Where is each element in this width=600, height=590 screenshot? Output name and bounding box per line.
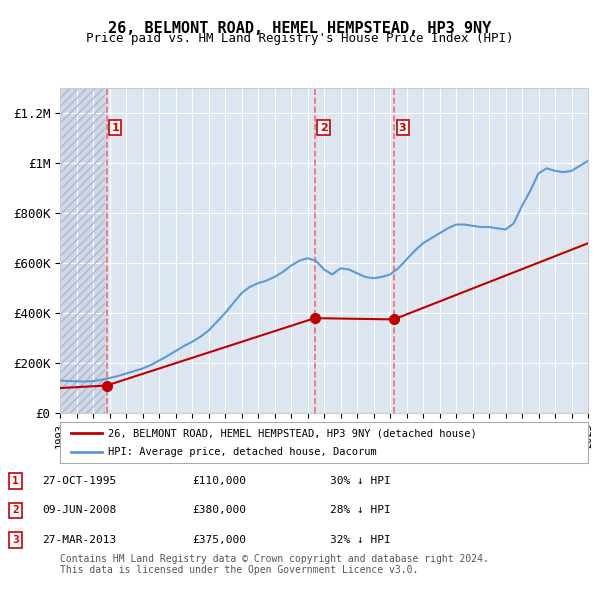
Text: Price paid vs. HM Land Registry's House Price Index (HPI): Price paid vs. HM Land Registry's House … [86, 32, 514, 45]
Text: 2: 2 [320, 123, 328, 133]
Text: 3: 3 [399, 123, 406, 133]
Text: 27-MAR-2013: 27-MAR-2013 [42, 535, 116, 545]
Text: 32% ↓ HPI: 32% ↓ HPI [330, 535, 391, 545]
Text: 26, BELMONT ROAD, HEMEL HEMPSTEAD, HP3 9NY: 26, BELMONT ROAD, HEMEL HEMPSTEAD, HP3 9… [109, 21, 491, 35]
Text: 09-JUN-2008: 09-JUN-2008 [42, 506, 116, 515]
Text: 1: 1 [12, 476, 19, 486]
Text: Contains HM Land Registry data © Crown copyright and database right 2024.
This d: Contains HM Land Registry data © Crown c… [60, 553, 489, 575]
Text: 27-OCT-1995: 27-OCT-1995 [42, 476, 116, 486]
Text: £380,000: £380,000 [192, 506, 246, 515]
Text: 30% ↓ HPI: 30% ↓ HPI [330, 476, 391, 486]
Text: 28% ↓ HPI: 28% ↓ HPI [330, 506, 391, 515]
Text: 26, BELMONT ROAD, HEMEL HEMPSTEAD, HP3 9NY (detached house): 26, BELMONT ROAD, HEMEL HEMPSTEAD, HP3 9… [107, 428, 476, 438]
Text: HPI: Average price, detached house, Dacorum: HPI: Average price, detached house, Daco… [107, 447, 376, 457]
Bar [60, 88, 106, 413]
Bar [60, 88, 106, 413]
Text: 1: 1 [112, 123, 119, 133]
Text: 2: 2 [12, 506, 19, 515]
Text: £375,000: £375,000 [192, 535, 246, 545]
Text: 3: 3 [12, 535, 19, 545]
Text: £110,000: £110,000 [192, 476, 246, 486]
